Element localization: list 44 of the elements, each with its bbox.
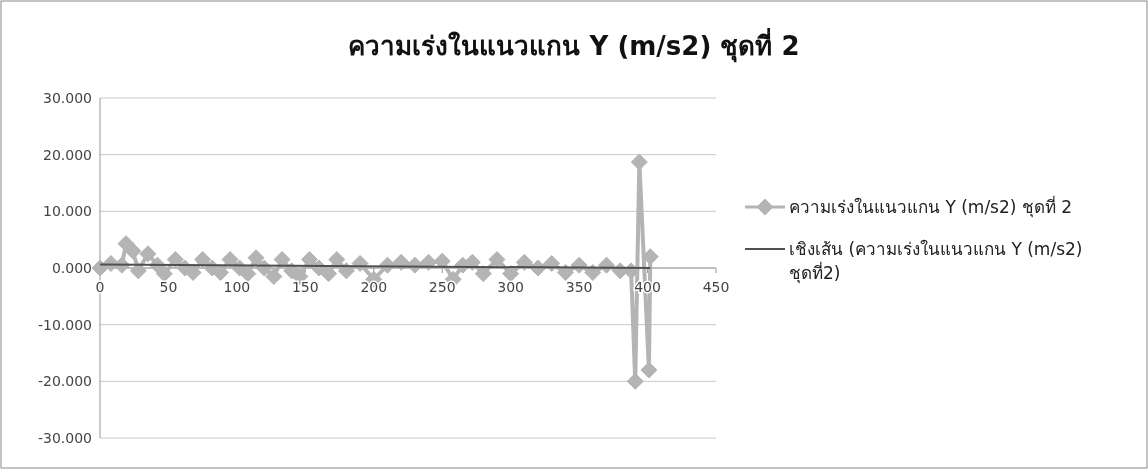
point: [166, 251, 184, 268]
point: [155, 265, 173, 283]
point: [337, 262, 355, 280]
point: [221, 251, 239, 268]
x-tick-label: 200: [360, 279, 388, 295]
point: [488, 251, 506, 268]
x-tick-label: 400: [634, 279, 661, 295]
x-tick-label: 450: [702, 279, 730, 295]
point: [584, 264, 602, 282]
point: [320, 265, 338, 283]
point: [474, 265, 492, 283]
point: [300, 251, 318, 268]
point: [247, 249, 265, 267]
chart-title: ความเร่งในแนวแกน Y (m/s2) ชุดที่ 2: [348, 27, 800, 63]
x-tick-label: 0: [95, 279, 105, 295]
point: [139, 245, 157, 263]
y-tick-label: -20.000: [37, 373, 92, 390]
x-tick-label: 300: [497, 279, 525, 295]
point: [641, 248, 659, 266]
point: [556, 264, 574, 282]
point: [239, 265, 257, 283]
legend-label: ความเร่งในแนวแกน Y (m/s2) ชุดที่ 2: [789, 195, 1073, 218]
y-tick-label: -10.000: [37, 316, 92, 333]
point: [265, 268, 283, 285]
point: [124, 242, 142, 260]
point: [273, 251, 291, 268]
point: [194, 251, 212, 268]
x-tick-label: 250: [428, 279, 456, 295]
x-tick-label: 150: [291, 279, 319, 295]
point: [515, 253, 533, 271]
y-tick-label: -30.000: [37, 430, 92, 446]
x-tick-label: 100: [223, 279, 251, 295]
point: [502, 265, 520, 283]
x-tick-label: 50: [159, 279, 178, 295]
y-tick-label: 0.000: [51, 260, 92, 276]
point: [129, 262, 147, 280]
x-tick-label: 350: [565, 279, 593, 295]
point: [630, 153, 648, 171]
point: [433, 252, 451, 270]
y-tick-label: 10.000: [43, 203, 92, 220]
point: [328, 251, 346, 268]
y-tick-label: 20.000: [43, 146, 92, 163]
legend-label: เชิงเส้น (ความเร่งในแนวแกน Y (m/s2) ชุดที่2): [789, 239, 1083, 284]
y-tick-label: 30.000: [43, 90, 92, 106]
